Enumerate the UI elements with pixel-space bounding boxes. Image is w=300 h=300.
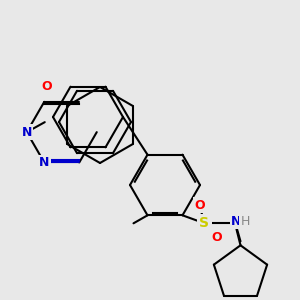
Text: O: O <box>211 231 222 244</box>
Text: S: S <box>200 216 209 230</box>
Text: N: N <box>39 156 50 169</box>
Text: O: O <box>194 199 205 212</box>
Text: H: H <box>241 215 250 228</box>
Text: N: N <box>22 126 32 139</box>
Text: N: N <box>231 215 242 228</box>
Text: O: O <box>41 80 52 93</box>
